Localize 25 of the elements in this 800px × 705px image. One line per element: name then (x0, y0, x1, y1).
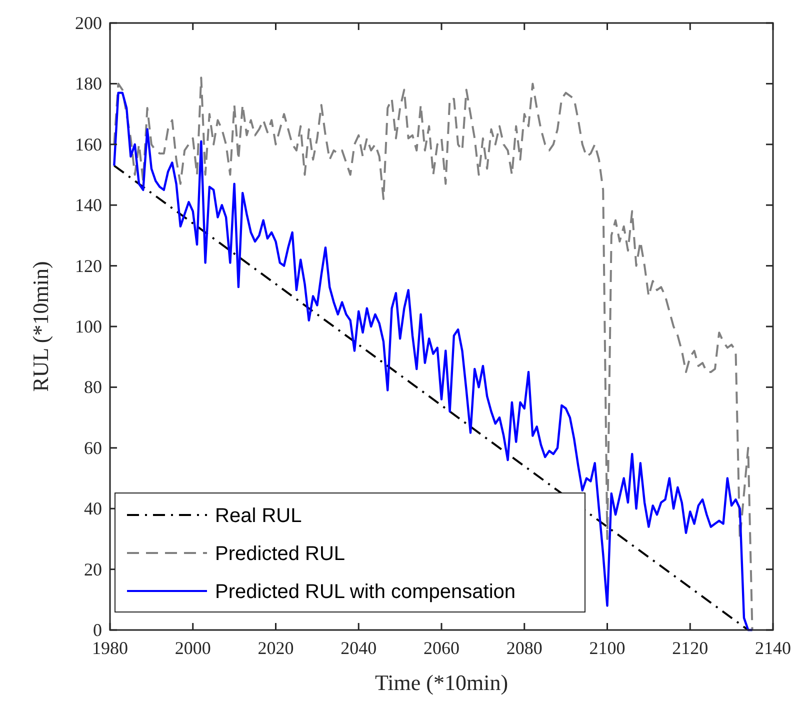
legend-label: Predicted RUL (215, 543, 346, 565)
x-tick-label: 2020 (258, 638, 294, 658)
y-tick-label: 180 (75, 74, 102, 94)
x-tick-label: 2040 (340, 638, 377, 658)
x-tick-label: 2060 (424, 638, 460, 658)
y-tick-label: 40 (84, 498, 102, 519)
x-tick-label: 1980 (92, 638, 128, 658)
x-tick-label: 2100 (589, 638, 626, 658)
x-tick-label: 2120 (672, 638, 708, 658)
y-tick-label: 160 (75, 134, 102, 154)
y-tick-label: 120 (75, 256, 102, 276)
y-tick-label: 60 (84, 438, 102, 458)
legend-label: Real RUL (215, 505, 302, 527)
y-tick-label: 20 (84, 559, 102, 580)
y-tick-label: 200 (75, 13, 102, 33)
x-tick-label: 2000 (174, 638, 211, 658)
y-tick-label: 0 (93, 620, 102, 640)
y-tick-label: 80 (84, 377, 102, 398)
x-tick-label: 2140 (755, 638, 791, 658)
y-tick-label: 100 (75, 316, 102, 336)
legend-label: Predicted RUL with compensation (215, 581, 516, 603)
y-axis-title: RUL (*10min) (28, 261, 53, 392)
x-axis-title: Time (*10min) (374, 670, 508, 695)
y-tick-label: 140 (75, 195, 102, 216)
x-tick-label: 2080 (506, 638, 542, 658)
